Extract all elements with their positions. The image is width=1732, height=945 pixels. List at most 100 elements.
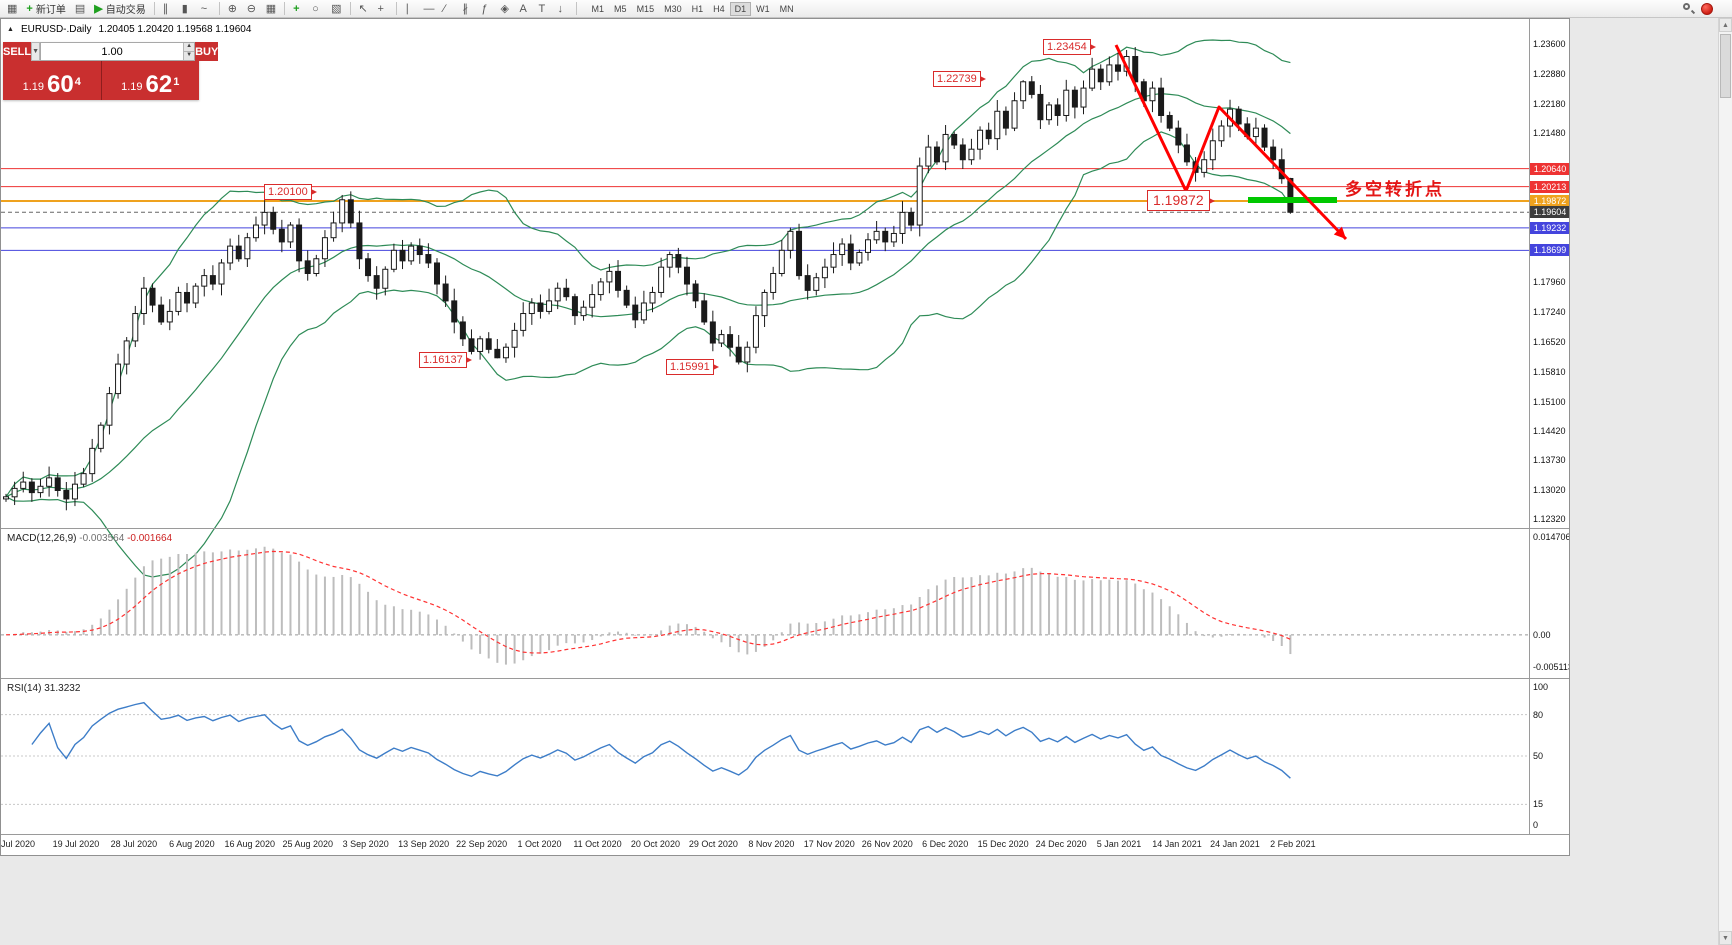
new-order-button[interactable]: + 新订单 (22, 1, 69, 17)
price-label-annotation[interactable]: 1.22739 (933, 71, 986, 87)
buy-price-big: 62 (145, 71, 173, 98)
turning-point-annotation[interactable]: 多空转折点 (1345, 180, 1445, 199)
trade-panel-price-row: 1.19 60 4 1.19 62 1 (3, 61, 199, 100)
search-icon-handle (1690, 9, 1696, 15)
price-label-annotation[interactable]: 1.16137 (419, 352, 472, 368)
chart-canvas[interactable] (1, 19, 1570, 856)
price-axis-flag: 1.20640 (1530, 162, 1569, 175)
scroll-down-arrow-icon[interactable]: ▼ (1719, 931, 1732, 945)
time-axis-label: 29 Oct 2020 (688, 839, 738, 849)
timeframe-m1-button[interactable]: M1 (591, 3, 605, 14)
timeframe-w1-button[interactable]: W1 (756, 3, 770, 14)
time-axis-label: Jul 2020 (0, 839, 36, 849)
buy-price-prefix: 1.19 (121, 81, 143, 93)
lot-increase-button[interactable]: ▲ (183, 43, 195, 52)
horizontal-line-button[interactable]: ― (420, 1, 439, 17)
tile-windows-button[interactable]: ▦ (262, 1, 280, 17)
rsi-axis-label: 15 (1533, 799, 1544, 810)
buy-price-pipette: 1 (173, 76, 180, 88)
window-marker-icon: ▲ (7, 26, 14, 33)
timeframe-m30-button[interactable]: M30 (664, 3, 682, 14)
vertical-scrollbar[interactable]: ▲ ▼ (1718, 18, 1732, 945)
crosshair-button[interactable]: + (374, 1, 392, 17)
price-label-annotation[interactable]: 1.19872 (1147, 190, 1215, 211)
chart-window: ▲ EURUSD-.Daily 1.20405 1.20420 1.19568 … (0, 18, 1570, 856)
rsi-axis-label: 80 (1533, 709, 1544, 720)
bar-chart-icon: ∥ (162, 2, 169, 15)
equidistant-channel-button[interactable]: ∦ (459, 1, 477, 17)
text-button[interactable]: A (516, 1, 534, 17)
panel-divider[interactable] (1, 833, 1569, 837)
scroll-up-arrow-icon[interactable]: ▲ (1719, 18, 1732, 32)
indicators-button[interactable]: + (289, 1, 307, 17)
lot-size-input[interactable] (41, 43, 184, 60)
timeframe-h1-button[interactable]: H1 (691, 3, 704, 14)
autotrading-button[interactable]: ▶ 自动交易 (90, 1, 149, 17)
toolbar-separator (349, 2, 351, 15)
autotrading-icon: ▶ (94, 2, 103, 15)
rsi-indicator-label: RSI(14) 31.3232 (7, 683, 80, 694)
toolbar-separator (153, 2, 155, 15)
time-axis-label: 8 Nov 2020 (748, 839, 795, 849)
price-axis-tick: 1.15100 (1533, 397, 1566, 407)
panel-divider[interactable] (1, 677, 1569, 681)
trendline-button[interactable]: ∕ (440, 1, 458, 17)
zoom-in-icon: ⊕ (227, 2, 237, 15)
community-logo-icon[interactable] (1701, 2, 1713, 15)
cycles-button[interactable]: ○ (308, 1, 326, 17)
new-chart-button[interactable]: ▦ (3, 1, 21, 17)
candlestick-chart-icon: ▮ (181, 2, 188, 15)
time-axis-label: 22 Sep 2020 (456, 839, 508, 849)
horizontal-line-icon: ― (423, 2, 435, 15)
time-axis-label: 11 Oct 2020 (573, 839, 622, 849)
vertical-line-button[interactable]: ∣ (401, 1, 419, 17)
cursor-button[interactable]: ↖ (355, 1, 373, 17)
time-axis-label: 20 Oct 2020 (630, 839, 680, 849)
panel-divider[interactable] (1, 527, 1569, 531)
fibonacci-button[interactable]: ƒ (478, 1, 496, 17)
lot-dropdown-arrow[interactable]: ▼ (31, 42, 41, 61)
buy-price-display[interactable]: 1.19 62 1 (102, 61, 200, 100)
search-icon-lens (1683, 3, 1690, 10)
price-label-annotation[interactable]: 1.20100 (264, 184, 317, 200)
profiles-button[interactable]: ▤ (71, 1, 89, 17)
vertical-line-icon: ∣ (404, 2, 411, 15)
timeframe-mn-button[interactable]: MN (779, 3, 794, 14)
timeframe-h4-button[interactable]: H4 (713, 3, 725, 14)
price-label-annotation[interactable]: 1.23454 (1043, 39, 1096, 55)
zoom-in-button[interactable]: ⊕ (224, 1, 242, 17)
sell-button[interactable]: SELL (3, 42, 32, 61)
timeframe-d1-button[interactable]: D1 (729, 1, 752, 16)
time-axis-label: 14 Jan 2021 (1152, 839, 1202, 849)
timeframe-m5-button[interactable]: M5 (614, 3, 627, 14)
templates-button[interactable]: ▧ (327, 1, 345, 17)
price-axis-flag: 1.20213 (1530, 180, 1569, 193)
trendline-icon: ∕ (443, 2, 446, 15)
arrows-button[interactable]: ↓ (554, 1, 572, 17)
price-axis-tick: 1.17240 (1533, 306, 1566, 317)
timeframe-m15-button[interactable]: M15 (636, 3, 655, 14)
toolbar-separator (575, 2, 577, 15)
shapes-button[interactable]: ◈ (497, 1, 515, 17)
timeframe-toolbar: M1 M5 M15 M30 H1 H4 D1 W1 MN (587, 1, 799, 16)
candlestick-chart-button[interactable]: ▮ (178, 1, 196, 17)
zoom-out-button[interactable]: ⊖ (243, 1, 261, 17)
price-axis-flag: 1.19872 (1530, 194, 1569, 207)
lot-size-field: ▲ ▼ (40, 42, 196, 61)
search-icon[interactable] (1682, 2, 1696, 15)
macd-name: MACD(12,26,9) (7, 533, 77, 544)
macd-indicator-label: MACD(12,26,9) -0.003564 -0.001664 (7, 533, 172, 544)
sell-price-display[interactable]: 1.19 60 4 (3, 61, 101, 100)
scrollbar-thumb[interactable] (1720, 34, 1731, 98)
sell-price-big: 60 (47, 71, 74, 98)
buy-button[interactable]: BUY (195, 42, 219, 61)
time-axis-label: 19 Jul 2020 (52, 839, 100, 849)
text-label-button[interactable]: T (535, 1, 553, 17)
time-axis-label: 25 Aug 2020 (282, 839, 334, 849)
bar-chart-button[interactable]: ∥ (159, 1, 177, 17)
price-label-annotation[interactable]: 1.15991 (666, 359, 719, 375)
macd-axis-label: 0.014706 (1533, 532, 1570, 543)
line-chart-button[interactable]: ~ (197, 1, 215, 17)
chart-title-ohlc: ▲ EURUSD-.Daily 1.20405 1.20420 1.19568 … (7, 24, 251, 35)
lot-decrease-button[interactable]: ▼ (183, 52, 195, 60)
